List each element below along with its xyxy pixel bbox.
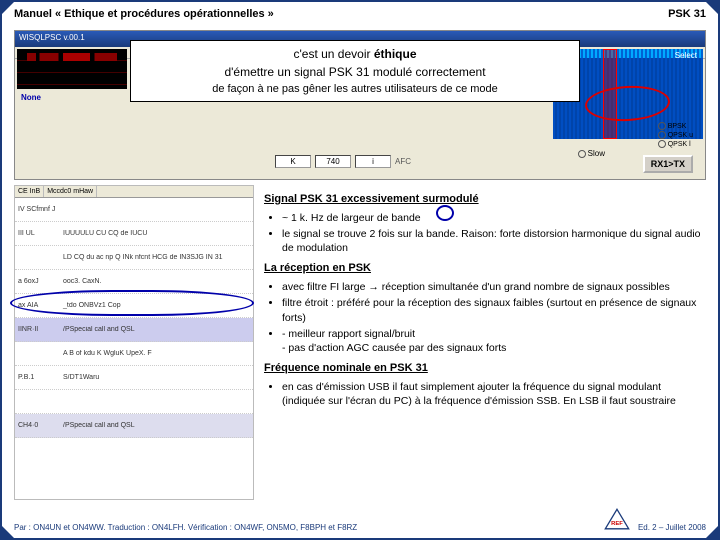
header-right: PSK 31: [668, 8, 706, 20]
rx-tx-button[interactable]: RX1>TX: [643, 155, 693, 173]
bullet-list: ~ 1 k. Hz de largeur de bande le signal …: [264, 211, 704, 256]
log-row-highlighted: CH4·0/PSpecial call and QSL: [15, 414, 253, 438]
section-heading: La réception en PSK: [264, 261, 704, 276]
footer-left: Par : ON4UN et ON4WW. Traduction : ON4LF…: [14, 523, 357, 532]
log-panel: CE InB Mccdc0 mHaw IV SCfmnf J III ULIUU…: [14, 185, 254, 500]
footer-right: Ed. 2 – Juillet 2008: [638, 523, 706, 532]
ctrl-value: i: [355, 155, 391, 168]
ref-logo-icon: REF: [604, 508, 630, 534]
none-label: None: [21, 93, 41, 102]
log-row: [15, 390, 253, 414]
section-heading: Fréquence nominale en PSK 31: [264, 361, 704, 376]
svg-text:REF: REF: [611, 521, 623, 527]
callout-line3: de façon à ne pas gêner les autres utili…: [141, 83, 569, 95]
list-item: filtre étroit : préféré pour la réceptio…: [282, 296, 704, 324]
waveform-trace: [27, 53, 117, 61]
ethics-callout: c'est un devoir éthique d'émettre un sig…: [130, 40, 580, 102]
control-row: K 740 i AFC: [275, 146, 545, 176]
list-item: ~ 1 k. Hz de largeur de bande: [282, 211, 704, 225]
list-item: avec filtre FI large → réception simulta…: [282, 280, 704, 294]
log-header: CE InB Mccdc0 mHaw: [15, 186, 253, 198]
callout-line2: d'émettre un signal PSK 31 modulé correc…: [141, 65, 569, 79]
log-row: IV SCfmnf J: [15, 198, 253, 222]
log-row: A B of kdu K WgluK UpeX. F: [15, 342, 253, 366]
content-column: Signal PSK 31 excessivement surmodulé ~ …: [264, 186, 704, 500]
highlight-ellipse-blue-number: [436, 205, 454, 221]
list-item: en cas d'émission USB il faut simplement…: [282, 380, 704, 408]
highlight-ellipse-blue-row: [10, 290, 254, 316]
afc-label: AFC: [395, 157, 411, 166]
log-row: LD CQ du ac np Q INk nfcnt HCG de IN3SJG…: [15, 246, 253, 270]
list-item: le signal se trouve 2 fois sur la bande.…: [282, 227, 704, 255]
waveform-left: [17, 49, 127, 89]
section-heading: Signal PSK 31 excessivement surmodulé: [264, 192, 704, 207]
list-item: - meilleur rapport signal/bruit - pas d'…: [282, 327, 704, 355]
log-row-highlighted: IINR·II/PSpecial call and QSL: [15, 318, 253, 342]
log-row: P.B.1S/DT1Waru: [15, 366, 253, 390]
bullet-list: avec filtre FI large → réception simulta…: [264, 280, 704, 355]
mode-radios: BPSK QPSK u QPSK l: [658, 122, 693, 149]
slide-header: Manuel « Ethique et procédures opération…: [14, 8, 706, 20]
ctrl-value: 740: [315, 155, 351, 168]
slow-label: Slow: [578, 149, 605, 158]
select-label: Select: [675, 51, 697, 60]
slide-footer: Par : ON4UN et ON4WW. Traduction : ON4LF…: [14, 523, 706, 532]
bullet-list: en cas d'émission USB il faut simplement…: [264, 380, 704, 408]
callout-line1: c'est un devoir éthique: [141, 47, 569, 61]
ctrl-value: K: [275, 155, 311, 168]
header-left: Manuel « Ethique et procédures opération…: [14, 8, 274, 20]
log-row: III ULIUUUULU CU CQ de IUCU: [15, 222, 253, 246]
